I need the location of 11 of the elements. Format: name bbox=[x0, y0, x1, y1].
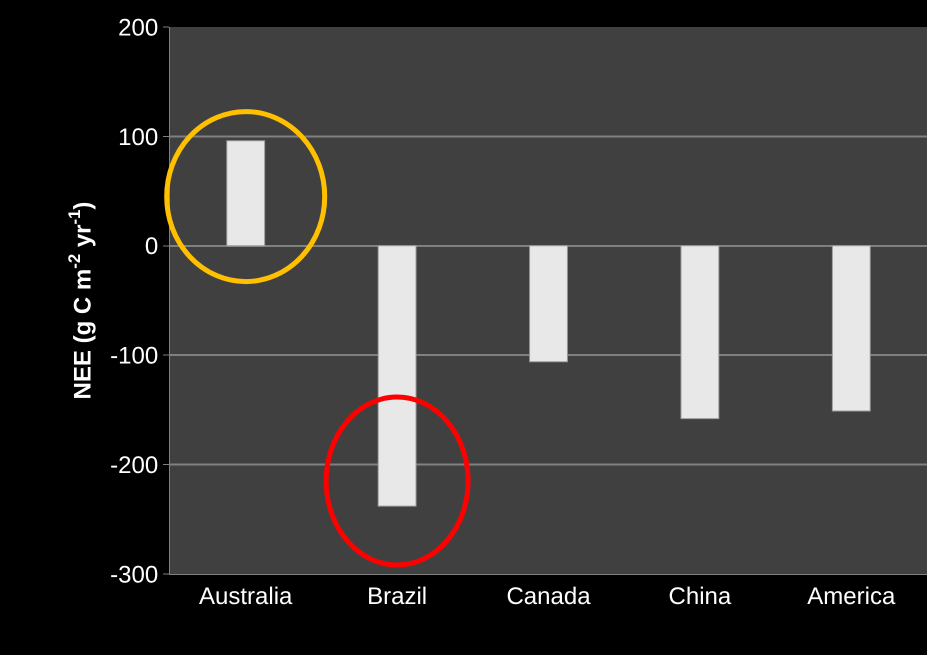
x-tick-label: America bbox=[807, 582, 896, 610]
y-tick-label: -300 bbox=[110, 561, 158, 588]
y-tick-label: 200 bbox=[118, 14, 158, 42]
y-tick-label: -200 bbox=[110, 452, 158, 479]
y-tick-label: 100 bbox=[118, 124, 158, 151]
x-tick-label: China bbox=[668, 582, 732, 610]
x-tick-label: Brazil bbox=[367, 582, 428, 610]
x-tick-label: Canada bbox=[506, 582, 592, 610]
y-tick-label: -100 bbox=[110, 342, 158, 370]
x-tick-label: Australia bbox=[199, 582, 294, 610]
y-tick-label: 0 bbox=[144, 233, 158, 260]
